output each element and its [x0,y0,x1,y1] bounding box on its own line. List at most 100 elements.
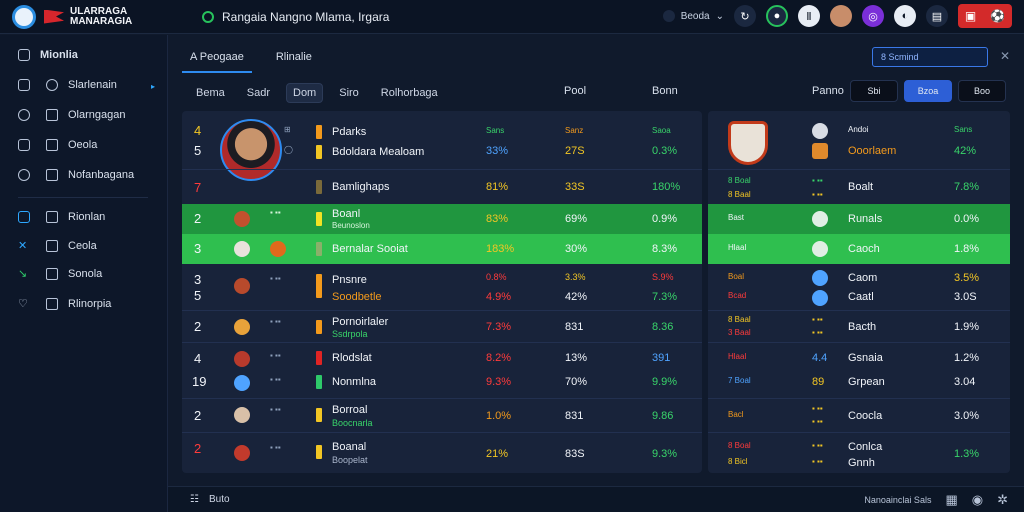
stat-mini: ▪ ▪▪ [812,441,823,450]
stat-value: 9.9% [652,376,678,388]
shield-icon [18,211,30,223]
stat-value: 3.3% [565,272,586,282]
table-row[interactable]: 4 19 ▪ ▪▪ ▪ ▪▪ Rlodslat Nonmlna 8.2% 9.3… [182,342,702,398]
sidebar-item-ceola[interactable]: ✕ Ceola [18,239,97,252]
table-row[interactable]: 2 ▪ ▪▪ Borroal Boocnarla 1.0% 831 9.86 [182,398,702,432]
club-tag: Bcad [728,291,747,300]
notification-icon[interactable]: ◎ [862,5,884,27]
sidebar-item-standings[interactable]: Slarlenain [18,79,117,91]
ball-icon[interactable]: ◐ [894,5,916,27]
tab-people[interactable]: A Peogaae [182,47,252,73]
rank: 2 [194,211,202,226]
table-row[interactable]: 2 ▪ ▪▪ Pornoirlaler Ssdrpola 7.3% 831 8.… [182,310,702,342]
table-row[interactable]: 8 Boal 8 Baal ▪ ▪▪ ▪ ▪▪ Boalt 7.8% [708,169,1010,204]
filter-siro[interactable]: Siro [339,87,359,99]
club-badge-icon [234,375,250,391]
share-icon: ⊞ [284,125,291,134]
settings-icon[interactable]: ✲ [997,492,1008,507]
player-avatar [220,119,282,181]
status-label: Beoda [680,10,710,22]
table-row-highlight[interactable]: 3 Bernalar Sooiat 183% 30% 8.3% [182,234,702,264]
stat-value: 30% [565,243,588,255]
sidebar-item-label: Olarngagan [68,109,126,121]
table-row-highlight[interactable]: 2 ▪ ▪▪ Boanl Beunoslon 83% 69% 0.9% [182,204,702,234]
table-row[interactable]: 2 ▪ ▪▪ Boanal Boopelat 21% 83S 9.3% [182,432,702,473]
refresh-icon[interactable]: ↻ [734,5,756,27]
record-icon[interactable]: ◉ [971,492,984,507]
info-icon: ◯ [284,145,293,154]
segment-boo[interactable]: Boo [958,80,1006,102]
column-header-pool[interactable]: Pool [564,85,587,97]
club-tag: 8 Boal [728,176,751,185]
search-input[interactable]: 8 Scmind [872,47,988,67]
stat-value: 9.86 [652,410,674,422]
club-tag: 8 Baal [728,315,751,324]
player-team: Boocnarla [332,418,373,428]
club-name: Runals [848,213,883,225]
table-row[interactable]: Bacl ▪ ▪▪ ▪ ▪▪ Coocla 3.0% [708,398,1010,432]
table-row[interactable]: 4 5 ⊞ ◯ Pdarks Bdoldara Mealoam Sans San… [182,111,702,181]
sidebar-item-rlinorpia[interactable]: ♡ Rlinorpia [18,297,111,310]
column-header-panno[interactable]: Panno [812,85,844,97]
filter-sadr[interactable]: Sadr [246,87,270,99]
table-row[interactable]: Andoi Sans Ooorlaem 42% [708,111,1010,169]
club-stat-value: 3.0% [954,410,980,422]
sidebar-item-league[interactable]: Olarngagan [18,109,126,121]
club-tag: Bacl [728,410,744,419]
shirt-icon[interactable]: Ⅱ [798,5,820,27]
tools-icon: ✕ [18,240,28,252]
team-color-icon [316,125,322,139]
team-color-icon [316,242,322,256]
tab-bar: A Peogaae Rlinalie [182,47,320,73]
broadcast-button[interactable]: ▣ ⚽ [958,4,1012,28]
close-icon[interactable]: ✕ [999,49,1010,63]
stat-value: 69% [565,213,588,225]
sidebar-item-sonola[interactable]: ↘ Sonola [18,267,102,280]
club-badge-icon [270,241,286,257]
table-row[interactable]: 7 Bamlighaps 81% 33S 180% [182,169,702,204]
page-title-text: Rangaia Nangno Mlama, Irgara [222,9,390,24]
status-dropdown[interactable]: Beoda ⌄ [662,10,724,22]
sidebar-item-search[interactable]: Nofanbagana [18,169,134,181]
club-name: Caoch [848,243,880,255]
sidebar-item-goals[interactable]: Oeola [18,139,97,151]
club-tag: 8 Boal [728,441,751,450]
table-row[interactable]: Boal Bcad Caom Caatl 3.5% 3.0S [708,264,1010,310]
segment-sbi[interactable]: Sbi [850,80,898,102]
segment-bzoa[interactable]: Bzoa [904,80,952,102]
club-stat-value: 1.9% [954,321,980,333]
app-logo-icon[interactable] [12,4,36,29]
filter-dom[interactable]: Dom [286,83,324,103]
club-stat-value: 0.0% [954,213,980,225]
live-icon[interactable]: ● [766,5,788,27]
filter-rolhorbaga[interactable]: Rolhorbaga [380,87,438,99]
team-color-icon [316,445,322,459]
table-row[interactable]: 3 5 ▪ ▪▪ Pnsnre Soodbetle 0.8% 4.9% 3.3%… [182,264,702,310]
table-row[interactable]: 8 Boal 8 Bicl ▪ ▪▪ ▪ ▪▪ Conlca Gnnh 1.3% [708,432,1010,473]
club-badge-icon [234,241,250,257]
table-row[interactable]: Hlaal 7 Boal 4.4 89 Gsnaia Grpean 1.2% 3… [708,342,1010,398]
sidebar-item-home[interactable]: Mionlia [18,49,78,61]
table-row-highlight[interactable]: Hlaal Caoch 1.8% [708,234,1010,264]
team-color-icon [316,320,322,334]
tab-rlinalie[interactable]: Rlinalie [275,51,312,63]
column-header-bonn[interactable]: Bonn [652,85,678,97]
bottom-left[interactable]: ☷ Buto [190,494,230,505]
top-right-controls: Beoda ⌄ ↻ ● Ⅱ ◎ ◐ ▤ ▣ ⚽ [662,4,1012,28]
live-status-icon [202,10,214,23]
stat-value: 183% [486,243,515,255]
filter-bar: Bema Sadr Dom Siro Rolhorbaga [190,83,444,103]
table-row[interactable]: 8 Baal 3 Baal ▪ ▪▪ ▪ ▪▪ Bacth 1.9% [708,310,1010,342]
club-name: Grpean [848,376,885,388]
filter-bema[interactable]: Bema [196,87,225,99]
top-bar: ULARRAGA MANARAGIA Rangaia Nangno Mlama,… [0,0,1024,34]
avatar[interactable] [830,5,852,27]
club-badge-icon [812,241,828,257]
table-row-highlight[interactable]: Bast Runals 0.0% [708,204,1010,234]
calendar-icon[interactable]: ▤ [926,5,948,27]
footer-status[interactable]: Nanoainclai Sals [864,495,932,505]
chevron-right-icon[interactable]: ▸ [150,82,155,91]
stat-value: 9.3% [652,448,678,460]
sidebar-item-rionlan[interactable]: Rionlan [18,211,105,223]
calendar-icon[interactable]: ▦ [945,492,958,507]
